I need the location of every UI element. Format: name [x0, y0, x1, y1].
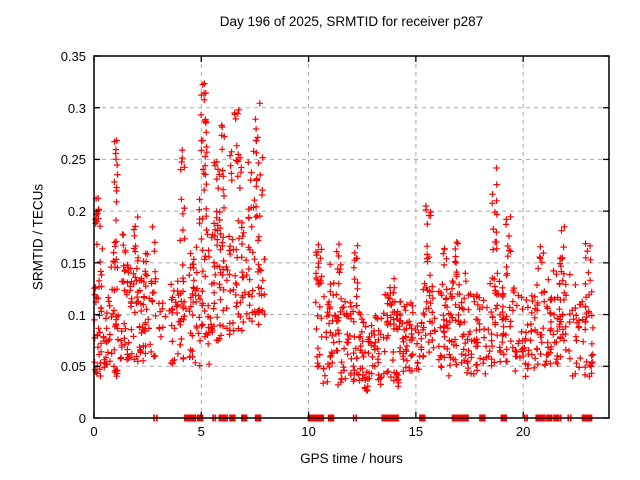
y-tick-label: 0.05	[60, 359, 86, 375]
x-axis-label: GPS time / hours	[300, 451, 403, 466]
data-points	[91, 80, 597, 394]
x-tick-label: 15	[408, 424, 424, 439]
y-tick-label: 0.3	[67, 100, 86, 116]
chart-title: Day 196 of 2025, SRMTID for receiver p28…	[219, 14, 484, 29]
y-tick-label: 0.1	[67, 307, 86, 323]
y-tick-label: 0	[78, 411, 86, 426]
x-tick-label: 0	[90, 424, 98, 439]
y-tick-label: 0.2	[67, 204, 86, 220]
y-tick-label: 0.25	[60, 152, 86, 168]
x-tick-label: 20	[515, 424, 531, 439]
x-tick-label: 10	[301, 424, 316, 439]
x-tick-label: 5	[197, 424, 205, 439]
plot-border	[93, 55, 610, 419]
y-tick-label: 0.15	[60, 255, 86, 271]
y-tick-label: 0.35	[60, 49, 86, 64]
